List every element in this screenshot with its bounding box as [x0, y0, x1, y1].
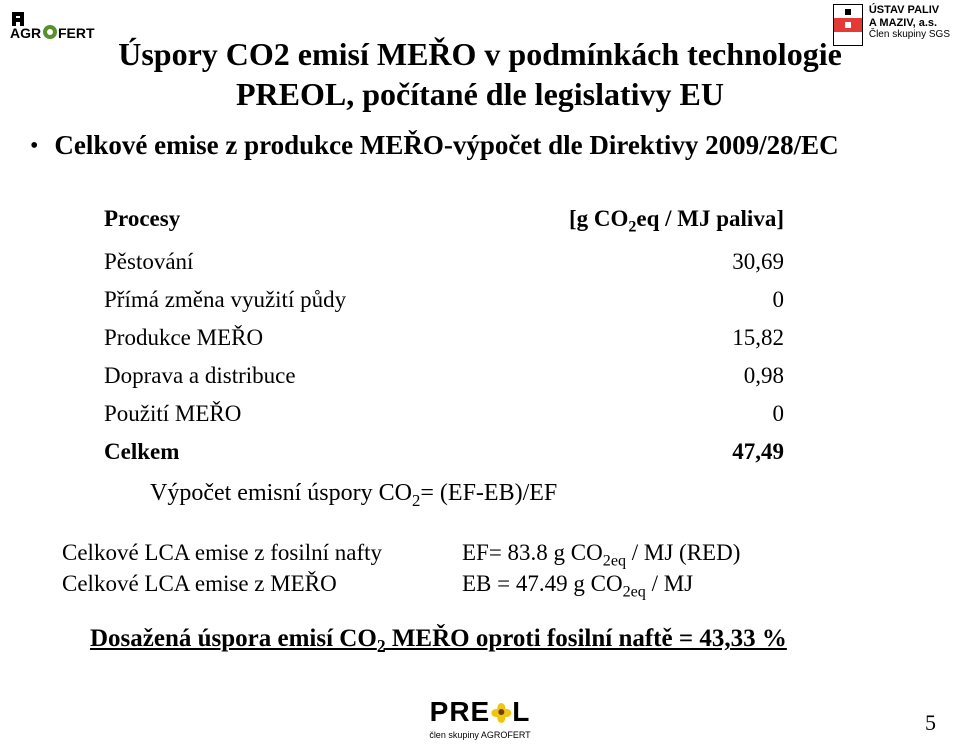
- page-number: 5: [925, 710, 936, 736]
- lca-row: Celkové LCA emise z fosilní nafty EF= 83…: [62, 540, 740, 571]
- lca-value: EB = 47.49 g CO2eq / MJ: [462, 571, 693, 602]
- row-value: 30,69: [584, 249, 784, 275]
- conclusion: Dosažená úspora emisí CO2 MEŘO oproti fo…: [90, 625, 787, 657]
- ustav-line1: ÚSTAV PALIV: [869, 4, 950, 17]
- total-label: Celkem: [104, 439, 179, 465]
- table-row: Přímá změna využití půdy 0: [104, 281, 784, 319]
- formula-line: Výpočet emisní úspory CO2= (EF-EB)/EF: [150, 480, 557, 511]
- lca-label: Celkové LCA emise z fosilní nafty: [62, 540, 462, 571]
- table-header-value: [g CO2eq / MJ paliva]: [569, 206, 784, 237]
- row-value: 15,82: [584, 325, 784, 351]
- table-header: Procesy [g CO2eq / MJ paliva]: [104, 200, 784, 243]
- preol-logo: PRE L člen skupiny AGROFERT: [429, 696, 530, 740]
- row-value: 0: [584, 287, 784, 313]
- flower-icon: [492, 703, 510, 721]
- bullet-icon: •: [30, 134, 38, 158]
- preol-brand: PRE L: [429, 696, 530, 728]
- table-row: Použití MEŘO 0: [104, 395, 784, 433]
- lca-label: Celkové LCA emise z MEŘO: [62, 571, 462, 602]
- lca-block: Celkové LCA emise z fosilní nafty EF= 83…: [62, 540, 740, 601]
- table-header-label: Procesy: [104, 206, 180, 232]
- row-value: 0: [584, 401, 784, 427]
- bullet-text: Celkové emise z produkce MEŘO-výpočet dl…: [54, 130, 838, 161]
- row-label: Přímá změna využití půdy: [104, 287, 346, 313]
- row-label: Pěstování: [104, 249, 193, 275]
- slide: AGR FERT ÚSTAV PALIV A MAZIV, a.s. Člen …: [0, 0, 960, 748]
- lca-value: EF= 83.8 g CO2eq / MJ (RED): [462, 540, 740, 571]
- slide-title: Úspory CO2 emisí MEŘO v podmínkách techn…: [50, 34, 910, 114]
- table-row: Produkce MEŘO 15,82: [104, 319, 784, 357]
- table-row: Doprava a distribuce 0,98: [104, 357, 784, 395]
- title-line-2: PREOL, počítané dle legislativy EU: [50, 74, 910, 114]
- preol-subtitle: člen skupiny AGROFERT: [429, 730, 530, 740]
- row-label: Použití MEŘO: [104, 401, 241, 427]
- row-label: Doprava a distribuce: [104, 363, 296, 389]
- process-table: Procesy [g CO2eq / MJ paliva] Pěstování …: [104, 200, 784, 471]
- row-label: Produkce MEŘO: [104, 325, 263, 351]
- bullet-main: • Celkové emise z produkce MEŘO-výpočet …: [30, 130, 839, 161]
- total-value: 47,49: [584, 439, 784, 465]
- title-line-1: Úspory CO2 emisí MEŘO v podmínkách techn…: [50, 34, 910, 74]
- table-row: Pěstování 30,69: [104, 243, 784, 281]
- table-total: Celkem 47,49: [104, 433, 784, 471]
- row-value: 0,98: [584, 363, 784, 389]
- svg-text:AGR: AGR: [10, 25, 41, 41]
- lca-row: Celkové LCA emise z MEŘO EB = 47.49 g CO…: [62, 571, 740, 602]
- ustav-line2: A MAZIV, a.s.: [869, 17, 950, 30]
